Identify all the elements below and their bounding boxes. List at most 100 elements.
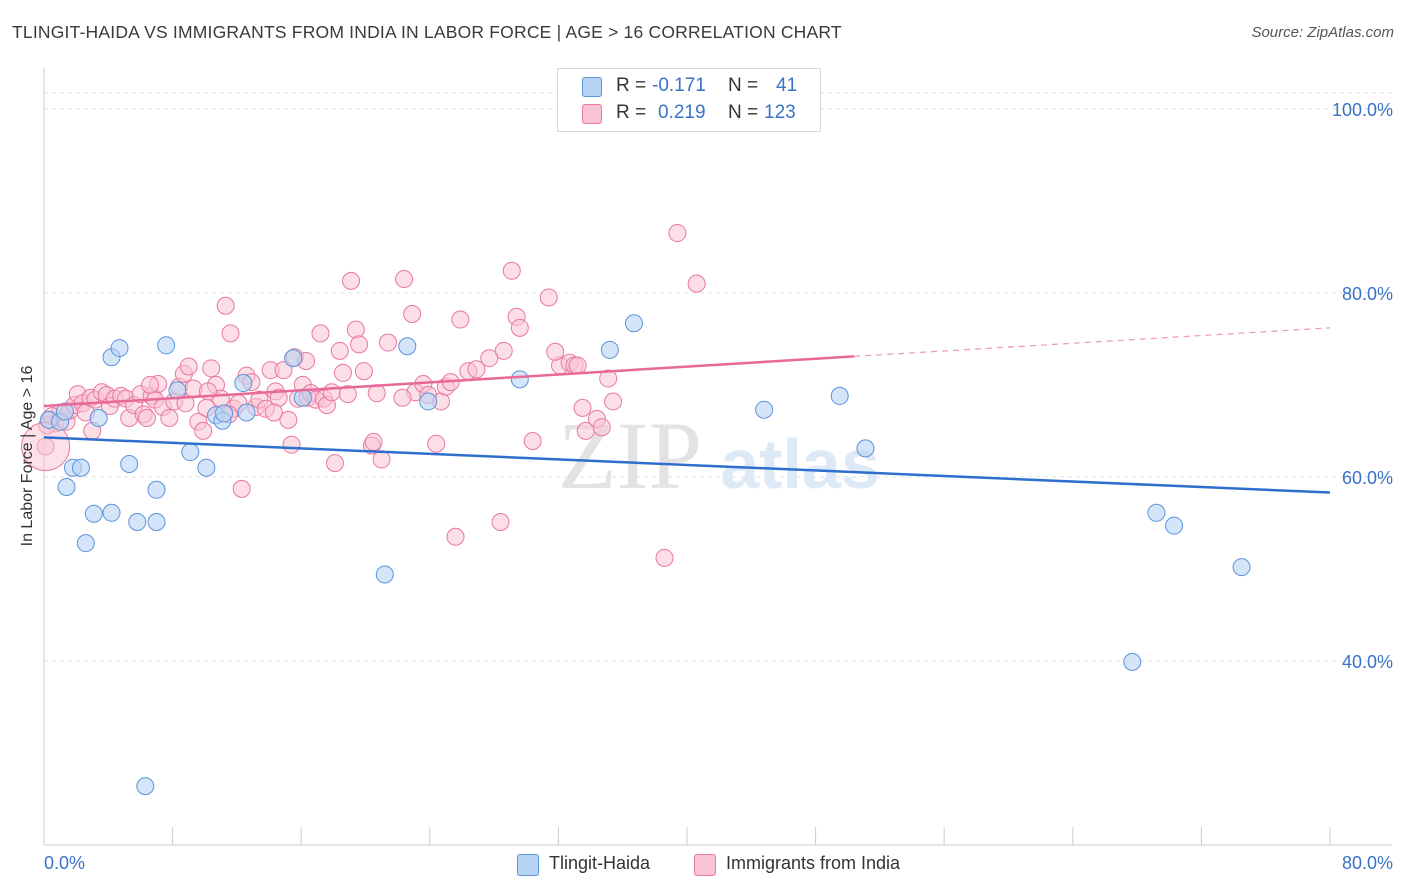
data-point-tlingit-haida (120, 455, 139, 474)
data-point-tlingit-haida (110, 339, 129, 358)
data-point-tlingit-haida (147, 512, 166, 531)
data-point-tlingit-haida (197, 458, 216, 477)
data-point-immigrants-india (379, 333, 398, 352)
data-point-tlingit-haida (181, 443, 200, 462)
data-point-tlingit-haida (1165, 516, 1184, 535)
legend-r-value: -0.171 (652, 75, 706, 96)
legend-r-label: R = (616, 102, 647, 123)
data-point-immigrants-india (325, 454, 344, 473)
data-point-tlingit-haida (1232, 558, 1251, 577)
data-point-immigrants-india (202, 359, 221, 378)
legend-n-label: N = (728, 102, 759, 123)
data-point-immigrants-india (338, 385, 357, 404)
trend-line-immigrants-india-extension (854, 327, 1331, 357)
data-point-immigrants-india (510, 318, 529, 337)
data-point-tlingit-haida (237, 403, 256, 422)
data-point-tlingit-haida (136, 777, 155, 796)
data-point-immigrants-india (279, 410, 298, 429)
data-point-tlingit-haida (102, 503, 121, 522)
data-point-tlingit-haida (419, 392, 438, 411)
data-point-immigrants-india (346, 320, 365, 339)
data-point-tlingit-haida (284, 349, 303, 368)
data-point-immigrants-india (176, 394, 195, 413)
data-point-tlingit-haida (398, 337, 417, 356)
axes (43, 68, 1392, 846)
legend-swatch-pink (582, 104, 602, 124)
y-axis-title: In Labor Force | Age > 16 (19, 365, 36, 547)
data-point-immigrants-india (221, 324, 240, 343)
bottom-legend-swatch-pink (694, 854, 716, 876)
data-point-immigrants-india (350, 335, 369, 354)
data-point-immigrants-india (354, 362, 373, 381)
data-point-tlingit-haida (57, 478, 76, 497)
data-point-tlingit-haida (600, 340, 619, 359)
data-point-immigrants-india (330, 341, 349, 360)
bottom-legend-swatch-blue (517, 854, 539, 876)
data-point-immigrants-india (403, 305, 422, 324)
data-point-tlingit-haida (71, 458, 90, 477)
data-point-immigrants-india (494, 341, 513, 360)
data-point-immigrants-india (668, 224, 687, 243)
y-tick-label: 100.0% (1332, 100, 1393, 120)
data-point-immigrants-india (451, 310, 470, 329)
y-tick-label: 40.0% (1342, 652, 1393, 672)
legend-swatch-blue (582, 77, 602, 97)
data-point-immigrants-india (604, 392, 623, 411)
data-point-tlingit-haida (147, 480, 166, 499)
data-point-immigrants-india (274, 361, 293, 380)
data-point-immigrants-india (592, 418, 611, 437)
data-point-immigrants-india (395, 270, 414, 289)
data-point-tlingit-haida (293, 388, 312, 407)
source-label: Source: ZipAtlas.com (1251, 24, 1394, 41)
data-point-immigrants-india (372, 450, 391, 469)
series-immigrants-india-points (21, 224, 706, 567)
data-point-tlingit-haida (624, 314, 643, 333)
data-point-immigrants-india (655, 548, 674, 567)
data-point-tlingit-haida (1147, 503, 1166, 522)
legend-r-value: 0.219 (658, 102, 706, 123)
data-point-immigrants-india (342, 271, 361, 290)
legend-n-value: 41 (776, 75, 798, 96)
data-point-tlingit-haida (128, 512, 147, 531)
data-point-immigrants-india (160, 409, 179, 428)
data-point-immigrants-india (179, 357, 198, 376)
data-point-tlingit-haida (856, 439, 875, 458)
tick-labels: 40.0% 60.0% 80.0% 100.0% 0.0% 80.0% (44, 100, 1393, 873)
data-point-immigrants-india (568, 356, 587, 375)
data-point-immigrants-india (523, 432, 542, 451)
data-point-tlingit-haida (84, 504, 103, 523)
legend-n-value: 123 (764, 102, 796, 123)
data-point-immigrants-india (322, 383, 341, 402)
trend-lines (43, 327, 1331, 494)
data-point-immigrants-india (427, 434, 446, 453)
bottom-legend-label: Tlingit-Haida (549, 853, 651, 873)
data-point-immigrants-india (467, 360, 486, 379)
data-point-immigrants-india (141, 375, 160, 394)
data-point-immigrants-india (264, 403, 283, 422)
legend-n-label: N = (728, 75, 759, 96)
y-tick-label: 60.0% (1342, 468, 1393, 488)
legend-r-label: R = (616, 75, 647, 96)
x-tick-label-max: 80.0% (1342, 853, 1393, 873)
y-tick-label: 80.0% (1342, 284, 1393, 304)
data-point-tlingit-haida (510, 370, 529, 389)
data-point-tlingit-haida (55, 402, 74, 421)
data-point-immigrants-india (599, 369, 618, 388)
data-point-tlingit-haida (830, 386, 849, 405)
data-point-immigrants-india (216, 296, 235, 315)
data-point-immigrants-india (311, 324, 330, 343)
data-point-tlingit-haida (375, 565, 394, 584)
data-point-immigrants-india (546, 342, 565, 361)
data-point-immigrants-india (194, 421, 213, 440)
data-point-tlingit-haida (89, 409, 108, 428)
data-point-immigrants-india (480, 349, 499, 368)
data-point-immigrants-india (137, 409, 156, 428)
data-point-immigrants-india (393, 388, 412, 407)
data-point-tlingit-haida (215, 404, 234, 423)
watermark: ZIP atlas (558, 402, 880, 509)
trend-line-immigrants-india (43, 355, 855, 408)
data-point-tlingit-haida (234, 374, 253, 393)
data-point-immigrants-india (282, 435, 301, 454)
data-point-immigrants-india (333, 363, 352, 382)
